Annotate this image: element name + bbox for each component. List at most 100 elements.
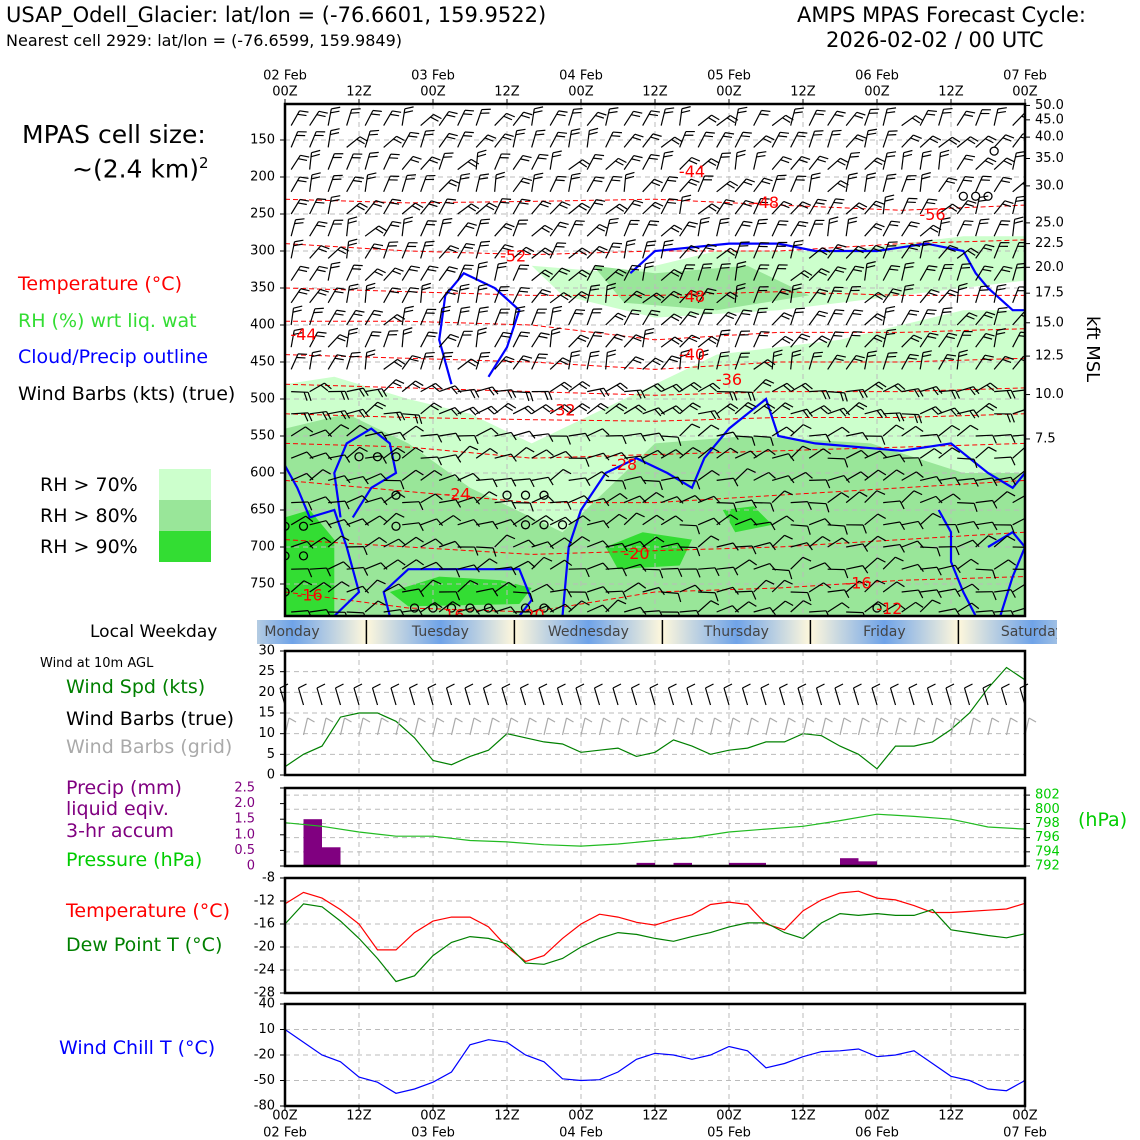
wind-barb-shaft: [438, 245, 451, 259]
wind-barb-flag: [487, 134, 497, 139]
wind-barb-shaft: [679, 381, 695, 393]
wind-barb: [975, 535, 997, 548]
wind-barb-flag: [603, 387, 610, 397]
wind-barb-flag: [726, 183, 735, 189]
wind-barb-flag: [397, 559, 406, 566]
wind-barb-shaft: [568, 403, 583, 415]
wind-barb-shaft: [587, 497, 604, 504]
isotherm-line: [285, 531, 1025, 555]
wind-barb-flag: [985, 405, 994, 412]
barb-shaft: [1005, 717, 1012, 736]
wind-barb: [845, 354, 865, 370]
wind-barb-flag: [322, 469, 331, 475]
wind-barb-flag: [866, 265, 876, 269]
wind-barb: [993, 134, 1015, 148]
barb-flag: [732, 717, 741, 723]
wind-barb-flag: [836, 354, 846, 358]
wind-barb-shaft: [623, 495, 641, 504]
wind-barb-flag: [616, 333, 626, 338]
wind-10m-barb: [519, 683, 529, 706]
wind-barb-shaft: [457, 285, 462, 303]
wind-barb: [679, 609, 700, 616]
wind-barb: [327, 581, 350, 593]
wind-barb-shaft: [882, 131, 890, 148]
wind-barb-shaft: [327, 535, 342, 548]
wind-barb-flag: [1008, 559, 1017, 566]
wind-barb-flag: [652, 133, 662, 137]
wind-barb-shaft: [772, 568, 790, 572]
wind-barb: [383, 241, 399, 259]
wind-barb: [586, 176, 605, 193]
barb-shaft: [691, 717, 697, 736]
wind-grid-barb: [876, 717, 889, 736]
wind-barb-shaft: [716, 586, 734, 593]
wind-barb-flag: [726, 117, 736, 124]
wind-10m-barb: [464, 683, 474, 706]
wind-barb-shaft: [753, 110, 762, 126]
wind-barb-shaft: [494, 263, 499, 281]
wind-barb: [531, 224, 553, 237]
wind-barb: [864, 108, 880, 126]
wind-barb: [660, 176, 679, 193]
wind-barb-shaft: [920, 566, 938, 570]
wind-barb-flag: [674, 136, 683, 143]
wind-barb-flag: [573, 108, 583, 110]
barb-flag: [834, 683, 844, 689]
wind-barb-flag: [837, 182, 846, 189]
wind-grid-barb: [746, 717, 759, 736]
wind-barb: [827, 129, 842, 148]
wind-barb-shaft: [420, 309, 428, 326]
wind-barb-shaft: [438, 179, 452, 193]
wind-barb-shaft: [346, 109, 353, 126]
wind-barb-shaft: [716, 153, 723, 170]
wind-barb-flag: [946, 247, 956, 253]
wind-barb-shaft: [531, 269, 546, 282]
wind-barb: [771, 174, 787, 192]
wind-barb-shaft: [827, 266, 839, 281]
wind-barb-flag: [672, 407, 680, 415]
wind-barb-flag: [802, 409, 810, 418]
wind-barb-shaft: [956, 264, 963, 281]
wind-barb-shaft: [401, 108, 406, 126]
calm-circle: [298, 551, 309, 561]
isotherm-line: [285, 320, 1025, 341]
wind-barb-flag: [292, 309, 302, 313]
wind-barb-flag: [578, 405, 588, 412]
wind-barb-shaft: [494, 356, 507, 370]
wind-barb-flag: [941, 217, 951, 221]
wind-barb: [864, 513, 886, 526]
wind-barb: [290, 580, 313, 593]
wind-barb-flag: [767, 448, 776, 456]
wind-barb-flag: [551, 331, 561, 335]
wind-barb-flag: [363, 546, 368, 556]
cloud-outline: [438, 271, 521, 385]
wind-barb: [882, 383, 906, 393]
wind-barb: [328, 454, 351, 463]
wind-barb: [753, 448, 776, 459]
wind-barb-flag: [316, 269, 326, 273]
wind-barb-flag: [700, 220, 710, 224]
wind-barb-shaft: [475, 219, 482, 237]
wind-barb-shaft: [624, 389, 642, 393]
wind-barb-shaft: [827, 391, 845, 394]
wind-barb: [586, 402, 609, 415]
wind-barb-shaft: [882, 308, 887, 326]
wind-barb-shaft: [346, 585, 363, 593]
wind-barb: [346, 446, 368, 459]
wind-barb: [309, 307, 324, 326]
wind-barb-shaft: [697, 495, 715, 504]
wind-barb-shaft: [401, 156, 414, 170]
wind-barb-shaft: [919, 599, 933, 613]
wind-barb-flag: [997, 107, 1007, 110]
wind-barb-shaft: [531, 108, 535, 126]
legend-cloud: Cloud/Precip outline: [18, 346, 209, 368]
wind-barb: [697, 446, 720, 459]
wind-barb: [882, 328, 897, 348]
wind-barb-flag: [602, 586, 610, 595]
wind-barb-flag: [400, 411, 406, 421]
wind-barb: [882, 107, 897, 126]
wind-barb: [475, 173, 490, 192]
barb-flag: [510, 717, 519, 723]
wind-barb-shaft: [568, 202, 583, 215]
wind-barb-flag: [857, 245, 867, 251]
